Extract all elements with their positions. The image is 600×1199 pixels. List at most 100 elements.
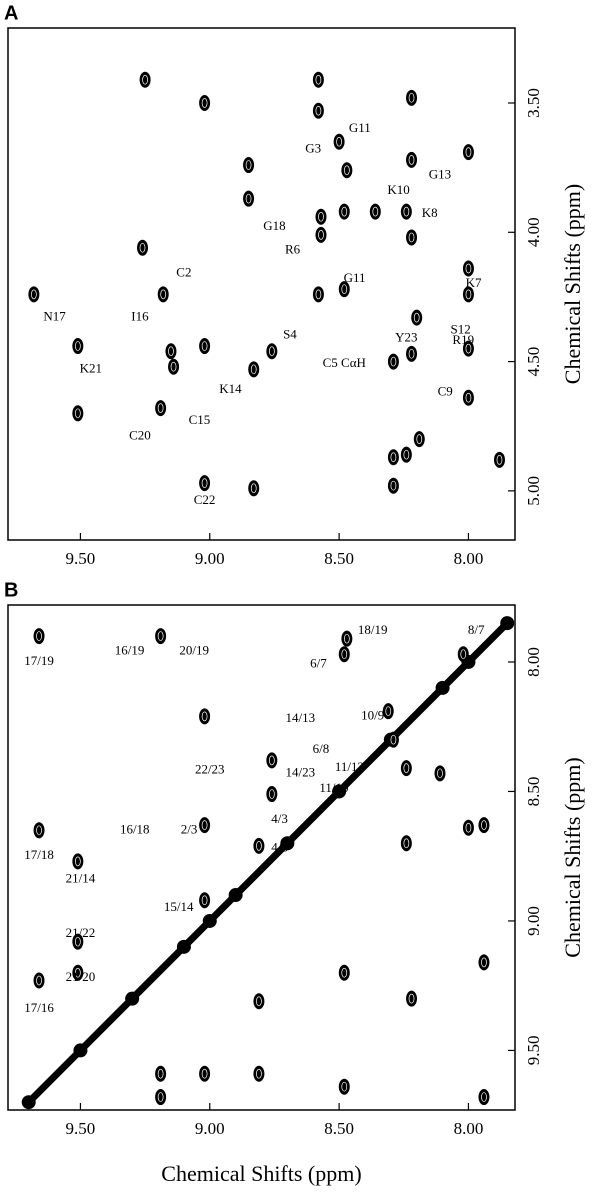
peak	[406, 345, 418, 362]
diagonal-peak	[176, 939, 191, 954]
annotation: N17	[43, 309, 66, 324]
peak-contour	[465, 343, 472, 354]
peak-contour	[157, 1068, 164, 1079]
annotation: G11	[344, 270, 366, 285]
peak	[478, 954, 490, 971]
peak-contour	[408, 993, 415, 1004]
y-tick-label: 4.50	[524, 347, 543, 377]
peak	[155, 1089, 167, 1106]
x-tick-label: 8.50	[324, 549, 354, 568]
peak-contour	[341, 206, 348, 217]
peak-contour	[201, 341, 208, 351]
annotation: 4/6	[271, 839, 288, 854]
peak-contour	[416, 434, 423, 445]
annotation: S4	[283, 327, 297, 342]
y-tick-label: 8.50	[524, 777, 543, 807]
peak-contour	[465, 822, 472, 833]
peak	[72, 933, 84, 950]
peak-contour	[201, 895, 208, 906]
peak-contour	[31, 289, 37, 300]
annotation: 2/3	[181, 821, 198, 836]
peak	[387, 353, 399, 370]
peak-contour	[403, 449, 410, 460]
annotation: C9	[438, 384, 453, 399]
peak-contour	[390, 734, 397, 745]
annotation: S12	[451, 322, 471, 337]
annotation: 17/19	[24, 653, 54, 668]
y-axis-label: Chemical Shifts (ppm)	[560, 184, 585, 384]
peak	[199, 892, 211, 909]
peak-contour	[341, 1081, 348, 1092]
peak	[315, 226, 327, 243]
frame	[7, 604, 516, 1111]
peak	[137, 239, 149, 256]
peak-contour	[250, 364, 257, 375]
peak	[243, 157, 255, 174]
peak	[341, 162, 353, 179]
peak-contour	[256, 996, 262, 1007]
panel-label: A	[4, 2, 18, 24]
peak	[248, 480, 260, 497]
annotation: K8	[422, 205, 438, 220]
annotation: 17/16	[24, 1000, 54, 1015]
peak	[462, 144, 474, 161]
annotation: C5 CαH	[323, 355, 366, 370]
diagonal-peak	[202, 913, 217, 928]
peak	[387, 477, 399, 494]
peak-contour	[403, 763, 410, 774]
peak	[315, 208, 327, 225]
peak	[400, 446, 412, 463]
peak	[33, 972, 45, 989]
peak-contour	[465, 147, 472, 157]
peak-contour	[408, 155, 415, 165]
peak	[387, 449, 399, 466]
peak-contour	[268, 755, 275, 766]
peak-contour	[437, 768, 443, 779]
peak	[406, 151, 418, 168]
peak-contour	[315, 105, 322, 116]
peak	[199, 94, 211, 111]
annotation: K21	[80, 360, 102, 375]
peak	[168, 358, 180, 375]
peak	[462, 260, 474, 277]
peak	[312, 102, 324, 119]
peak	[72, 964, 84, 981]
y-tick-label: 9.00	[524, 906, 543, 936]
peak	[155, 400, 167, 417]
peak-contour	[465, 392, 472, 403]
peak-contour	[74, 856, 81, 867]
peak-contour	[481, 1092, 487, 1102]
peak-contour	[201, 820, 208, 830]
annotation: I16	[131, 309, 149, 324]
peak	[312, 71, 324, 88]
peak	[462, 389, 474, 406]
peak-contour	[403, 206, 410, 217]
y-tick-label: 5.00	[524, 476, 543, 506]
peak	[155, 1065, 167, 1082]
peak-contour	[201, 98, 208, 108]
x-tick-label: 9.50	[66, 549, 96, 568]
annotation: 20/19	[179, 643, 209, 658]
peak	[382, 703, 394, 720]
annotation: C22	[194, 492, 216, 507]
peak	[33, 822, 45, 839]
x-tick-label: 8.00	[454, 1119, 484, 1138]
peak	[369, 203, 381, 220]
peak	[406, 89, 418, 106]
peak	[28, 286, 40, 303]
peak-contour	[341, 649, 348, 660]
peak-contour	[318, 211, 324, 222]
diagonal-peak	[21, 1095, 36, 1110]
peak-contour	[250, 483, 257, 494]
peak	[139, 71, 151, 88]
annotation: G3	[305, 141, 321, 156]
peak	[411, 309, 423, 326]
annotation: 22/23	[195, 762, 225, 777]
peak	[157, 286, 169, 303]
peak-contour	[465, 263, 472, 274]
peak-contour	[256, 1068, 262, 1079]
peak	[199, 708, 211, 725]
peak-contour	[344, 633, 350, 644]
annotation: 6/8	[313, 741, 330, 756]
